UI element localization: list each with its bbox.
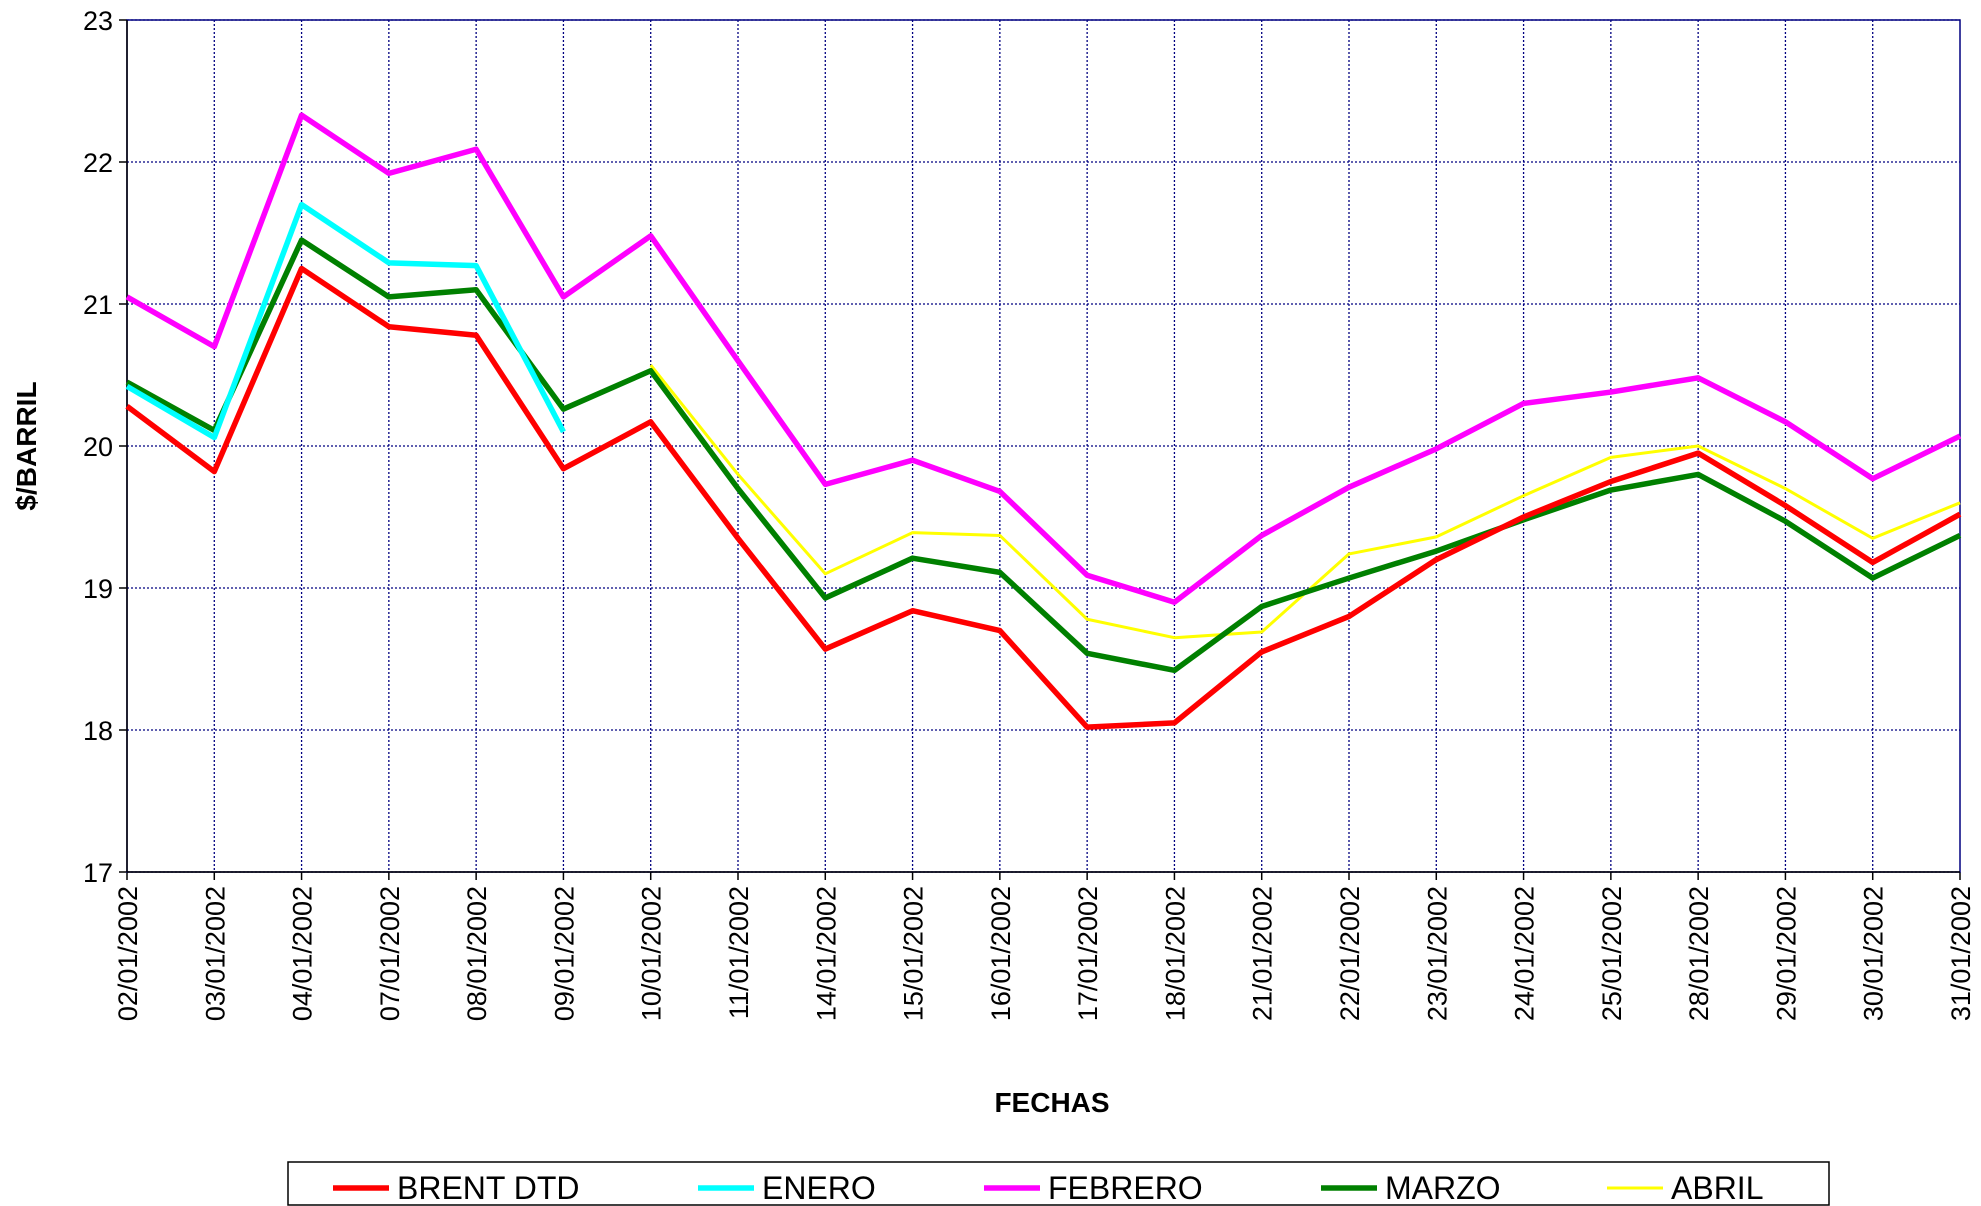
series-line bbox=[649, 364, 1961, 640]
x-tick-label: 18/01/2002 bbox=[1160, 886, 1190, 1021]
x-tick-label: 28/01/2002 bbox=[1684, 886, 1714, 1021]
series-line bbox=[125, 265, 1962, 730]
y-tick-label: 18 bbox=[83, 716, 113, 746]
y-tick-label: 21 bbox=[83, 290, 113, 320]
x-tick-label: 14/01/2002 bbox=[811, 886, 841, 1021]
y-tick-label: 17 bbox=[83, 858, 113, 888]
x-tick-label: 11/01/2002 bbox=[724, 886, 754, 1019]
x-tick-label: 23/01/2002 bbox=[1422, 886, 1452, 1021]
x-tick-label: 08/01/2002 bbox=[462, 886, 492, 1021]
x-tick-label: 15/01/2002 bbox=[899, 886, 929, 1021]
x-tick-label: 21/01/2002 bbox=[1248, 886, 1278, 1021]
y-tick-label: 19 bbox=[83, 574, 113, 604]
x-tick-label: 24/01/2002 bbox=[1510, 886, 1540, 1021]
x-tick-label: 10/01/2002 bbox=[637, 886, 667, 1021]
x-tick-label: 09/01/2002 bbox=[549, 886, 579, 1021]
legend-label: MARZO bbox=[1385, 1170, 1501, 1206]
y-tick-label: 23 bbox=[83, 6, 113, 36]
x-tick-label: 04/01/2002 bbox=[288, 886, 318, 1021]
series-line bbox=[125, 112, 1962, 605]
y-tick-label: 20 bbox=[83, 432, 113, 462]
series-line bbox=[125, 237, 1962, 674]
legend-label: ABRIL bbox=[1671, 1170, 1763, 1206]
x-tick-label: 02/01/2002 bbox=[113, 886, 143, 1021]
x-tick-label: 07/01/2002 bbox=[375, 886, 405, 1021]
legend-label: BRENT DTD bbox=[397, 1170, 580, 1206]
legend-label: ENERO bbox=[762, 1170, 876, 1206]
x-tick-label: 17/01/2002 bbox=[1073, 886, 1103, 1021]
y-tick-label: 22 bbox=[83, 148, 113, 178]
y-axis-title: $/BARRIL bbox=[11, 381, 42, 510]
x-tick-label: 03/01/2002 bbox=[200, 886, 230, 1021]
x-tick-label: 16/01/2002 bbox=[986, 886, 1016, 1021]
x-tick-label: 31/01/2002 bbox=[1946, 886, 1976, 1021]
x-axis-title: FECHAS bbox=[994, 1087, 1109, 1118]
x-tick-label: 25/01/2002 bbox=[1597, 886, 1627, 1021]
series-line bbox=[125, 201, 566, 441]
x-tick-label: 30/01/2002 bbox=[1859, 886, 1889, 1021]
legend-label: FEBRERO bbox=[1048, 1170, 1203, 1206]
x-tick-label: 22/01/2002 bbox=[1335, 886, 1365, 1021]
x-tick-label: 29/01/2002 bbox=[1771, 886, 1801, 1021]
legend-box bbox=[287, 1161, 1830, 1206]
